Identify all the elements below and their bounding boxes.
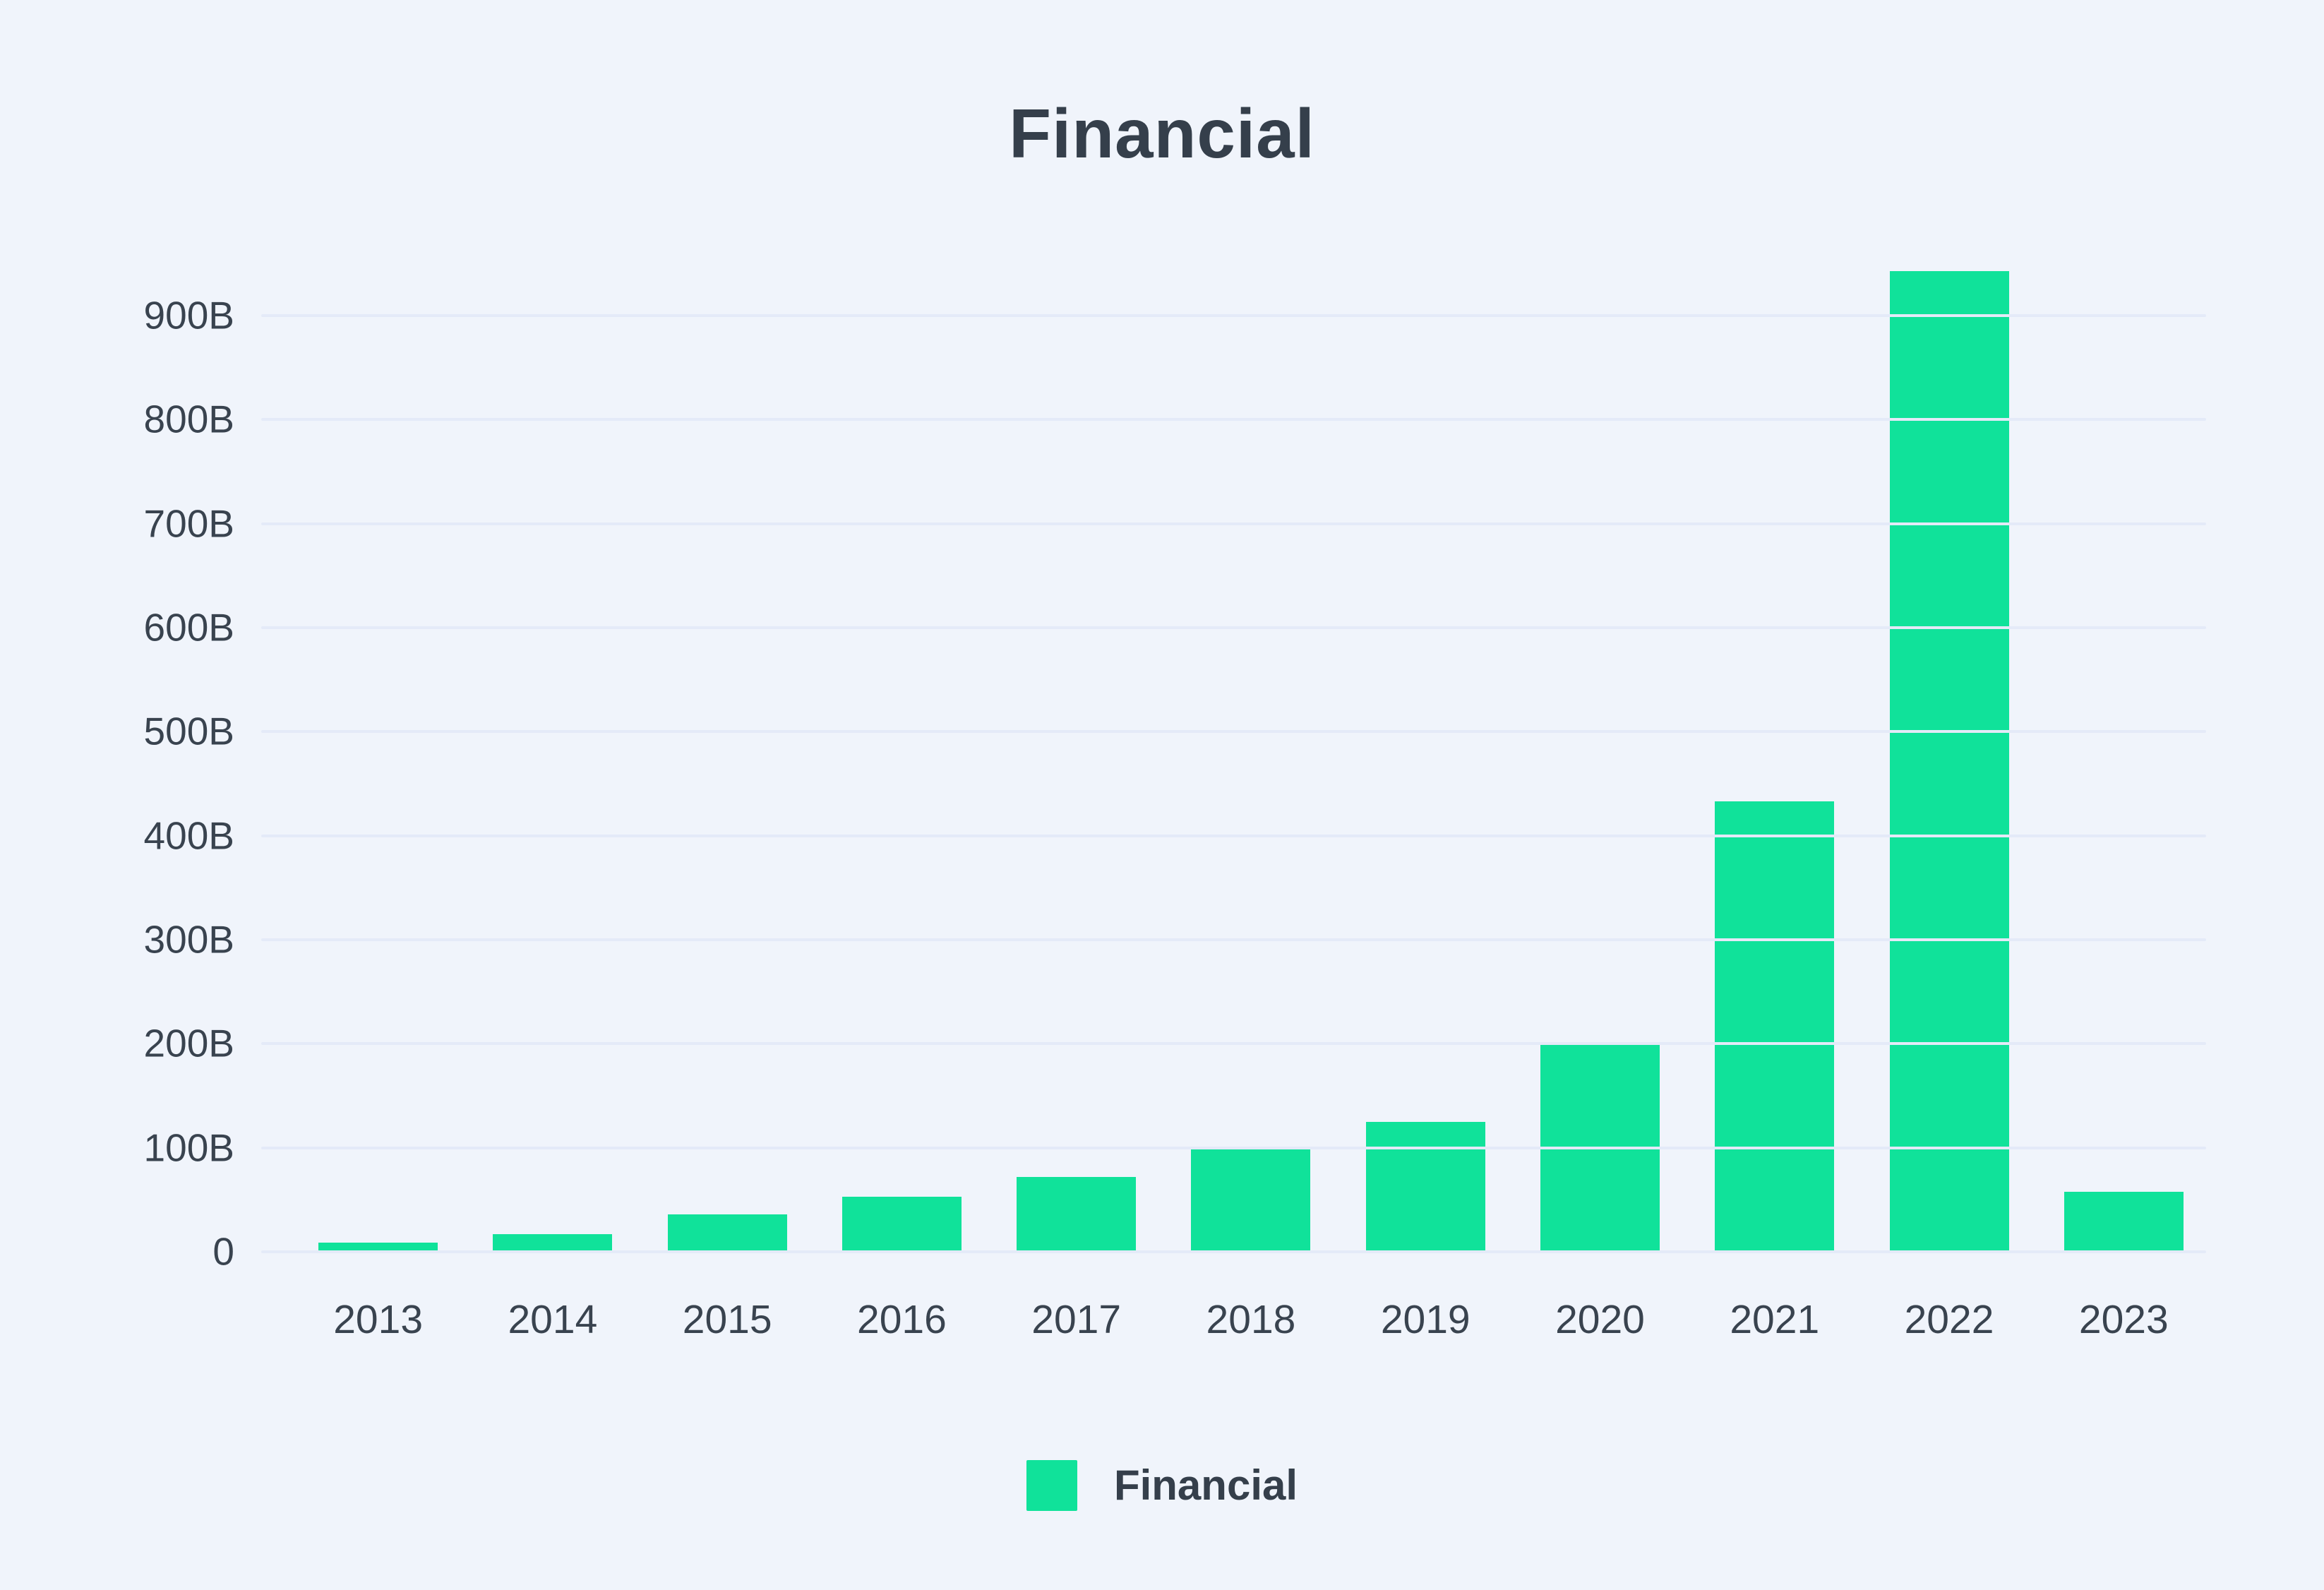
bar-2014[interactable] — [493, 1233, 613, 1252]
y-tick-label: 700B — [143, 501, 234, 546]
y-tick-label: 500B — [143, 709, 234, 753]
gridline — [261, 418, 2206, 422]
bar-2022[interactable] — [1889, 270, 2009, 1252]
y-tick-label: 900B — [143, 293, 234, 337]
bar-slot — [291, 1242, 465, 1252]
bar-slot — [1862, 270, 2036, 1252]
y-tick-label: 600B — [143, 605, 234, 650]
bar-2019[interactable] — [1365, 1121, 1485, 1252]
gridline — [261, 730, 2206, 734]
gridline — [261, 1146, 2206, 1149]
bar-slot — [640, 1214, 815, 1252]
y-tick-label: 100B — [143, 1125, 234, 1170]
bar-slot — [465, 1233, 640, 1252]
bar-2013[interactable] — [318, 1242, 438, 1252]
gridline — [261, 834, 2206, 837]
chart-title: Financial — [1009, 95, 1315, 172]
x-tick-label: 2014 — [508, 1297, 598, 1342]
x-tick-label: 2020 — [1555, 1297, 1645, 1342]
x-tick-label: 2016 — [857, 1297, 947, 1342]
y-tick-label: 800B — [143, 397, 234, 441]
gridline — [261, 626, 2206, 630]
bar-slot — [1163, 1147, 1338, 1252]
y-tick-label: 0 — [212, 1229, 234, 1274]
x-tick-label: 2017 — [1031, 1297, 1122, 1342]
x-tick-label: 2013 — [333, 1297, 424, 1342]
legend-label: Financial — [1113, 1462, 1298, 1509]
bar-2017[interactable] — [1017, 1176, 1137, 1252]
plot-area: 2013 2014 2015 2016 2017 2018 2019 2020 2021 2022… — [144, 212, 2206, 1340]
x-axis-labels: 2013 2014 2015 2016 2017 2018 2019 2020 2021 2022… — [291, 1300, 2211, 1340]
bar-2015[interactable] — [667, 1214, 787, 1252]
bar-slot — [1687, 801, 1862, 1252]
gridline — [261, 314, 2206, 318]
y-tick-label: 300B — [143, 917, 234, 962]
bar-2016[interactable] — [841, 1196, 962, 1252]
gridline — [261, 938, 2206, 942]
x-tick-label: 2023 — [2078, 1297, 2169, 1342]
bar-slot — [815, 1196, 989, 1252]
bar-2021[interactable] — [1715, 801, 1835, 1252]
x-tick-label: 2019 — [1380, 1297, 1471, 1342]
bars-row — [291, 212, 2211, 1252]
x-tick-label: 2015 — [682, 1297, 772, 1342]
legend[interactable]: Financial — [0, 1460, 2324, 1511]
y-tick-label: 400B — [143, 813, 234, 858]
x-tick-label: 2022 — [1904, 1297, 1994, 1342]
gridline — [261, 1042, 2206, 1046]
gridline — [261, 1250, 2206, 1253]
gridline — [261, 522, 2206, 525]
x-tick-label: 2021 — [1730, 1297, 1820, 1342]
bar-slot — [1338, 1121, 1513, 1252]
bar-2018[interactable] — [1191, 1147, 1311, 1252]
bar-slot — [2037, 1191, 2211, 1252]
legend-swatch-icon — [1026, 1460, 1077, 1511]
y-tick-label: 200B — [143, 1021, 234, 1065]
bar-2023[interactable] — [2064, 1191, 2184, 1252]
bar-slot — [989, 1176, 1163, 1252]
x-tick-label: 2018 — [1206, 1297, 1296, 1342]
